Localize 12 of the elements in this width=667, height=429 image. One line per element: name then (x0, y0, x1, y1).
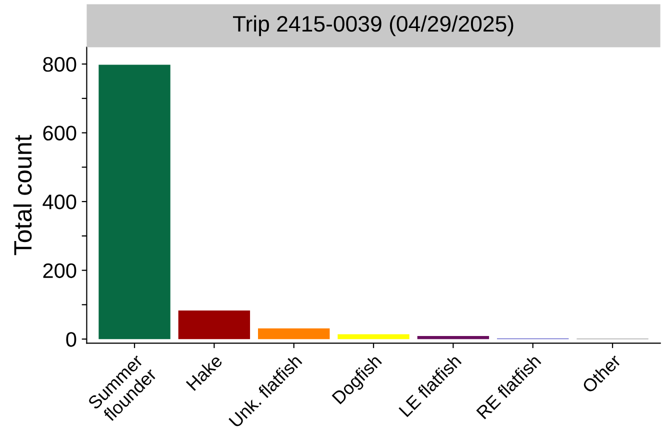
bar (178, 310, 250, 340)
bar (258, 328, 330, 340)
y-tick-label: 400 (42, 194, 76, 210)
y-axis-title: Total count (13, 134, 32, 256)
bar (98, 64, 170, 340)
y-tick-label: 200 (43, 263, 76, 278)
y-tick-label: 0 (66, 332, 76, 347)
y-tick-label: 600 (43, 126, 76, 141)
y-tick-label: 800 (43, 57, 76, 72)
bar (338, 334, 410, 340)
bar (417, 336, 490, 340)
chart-title: Trip 2415-0039 (04/29/2025) (232, 15, 514, 36)
